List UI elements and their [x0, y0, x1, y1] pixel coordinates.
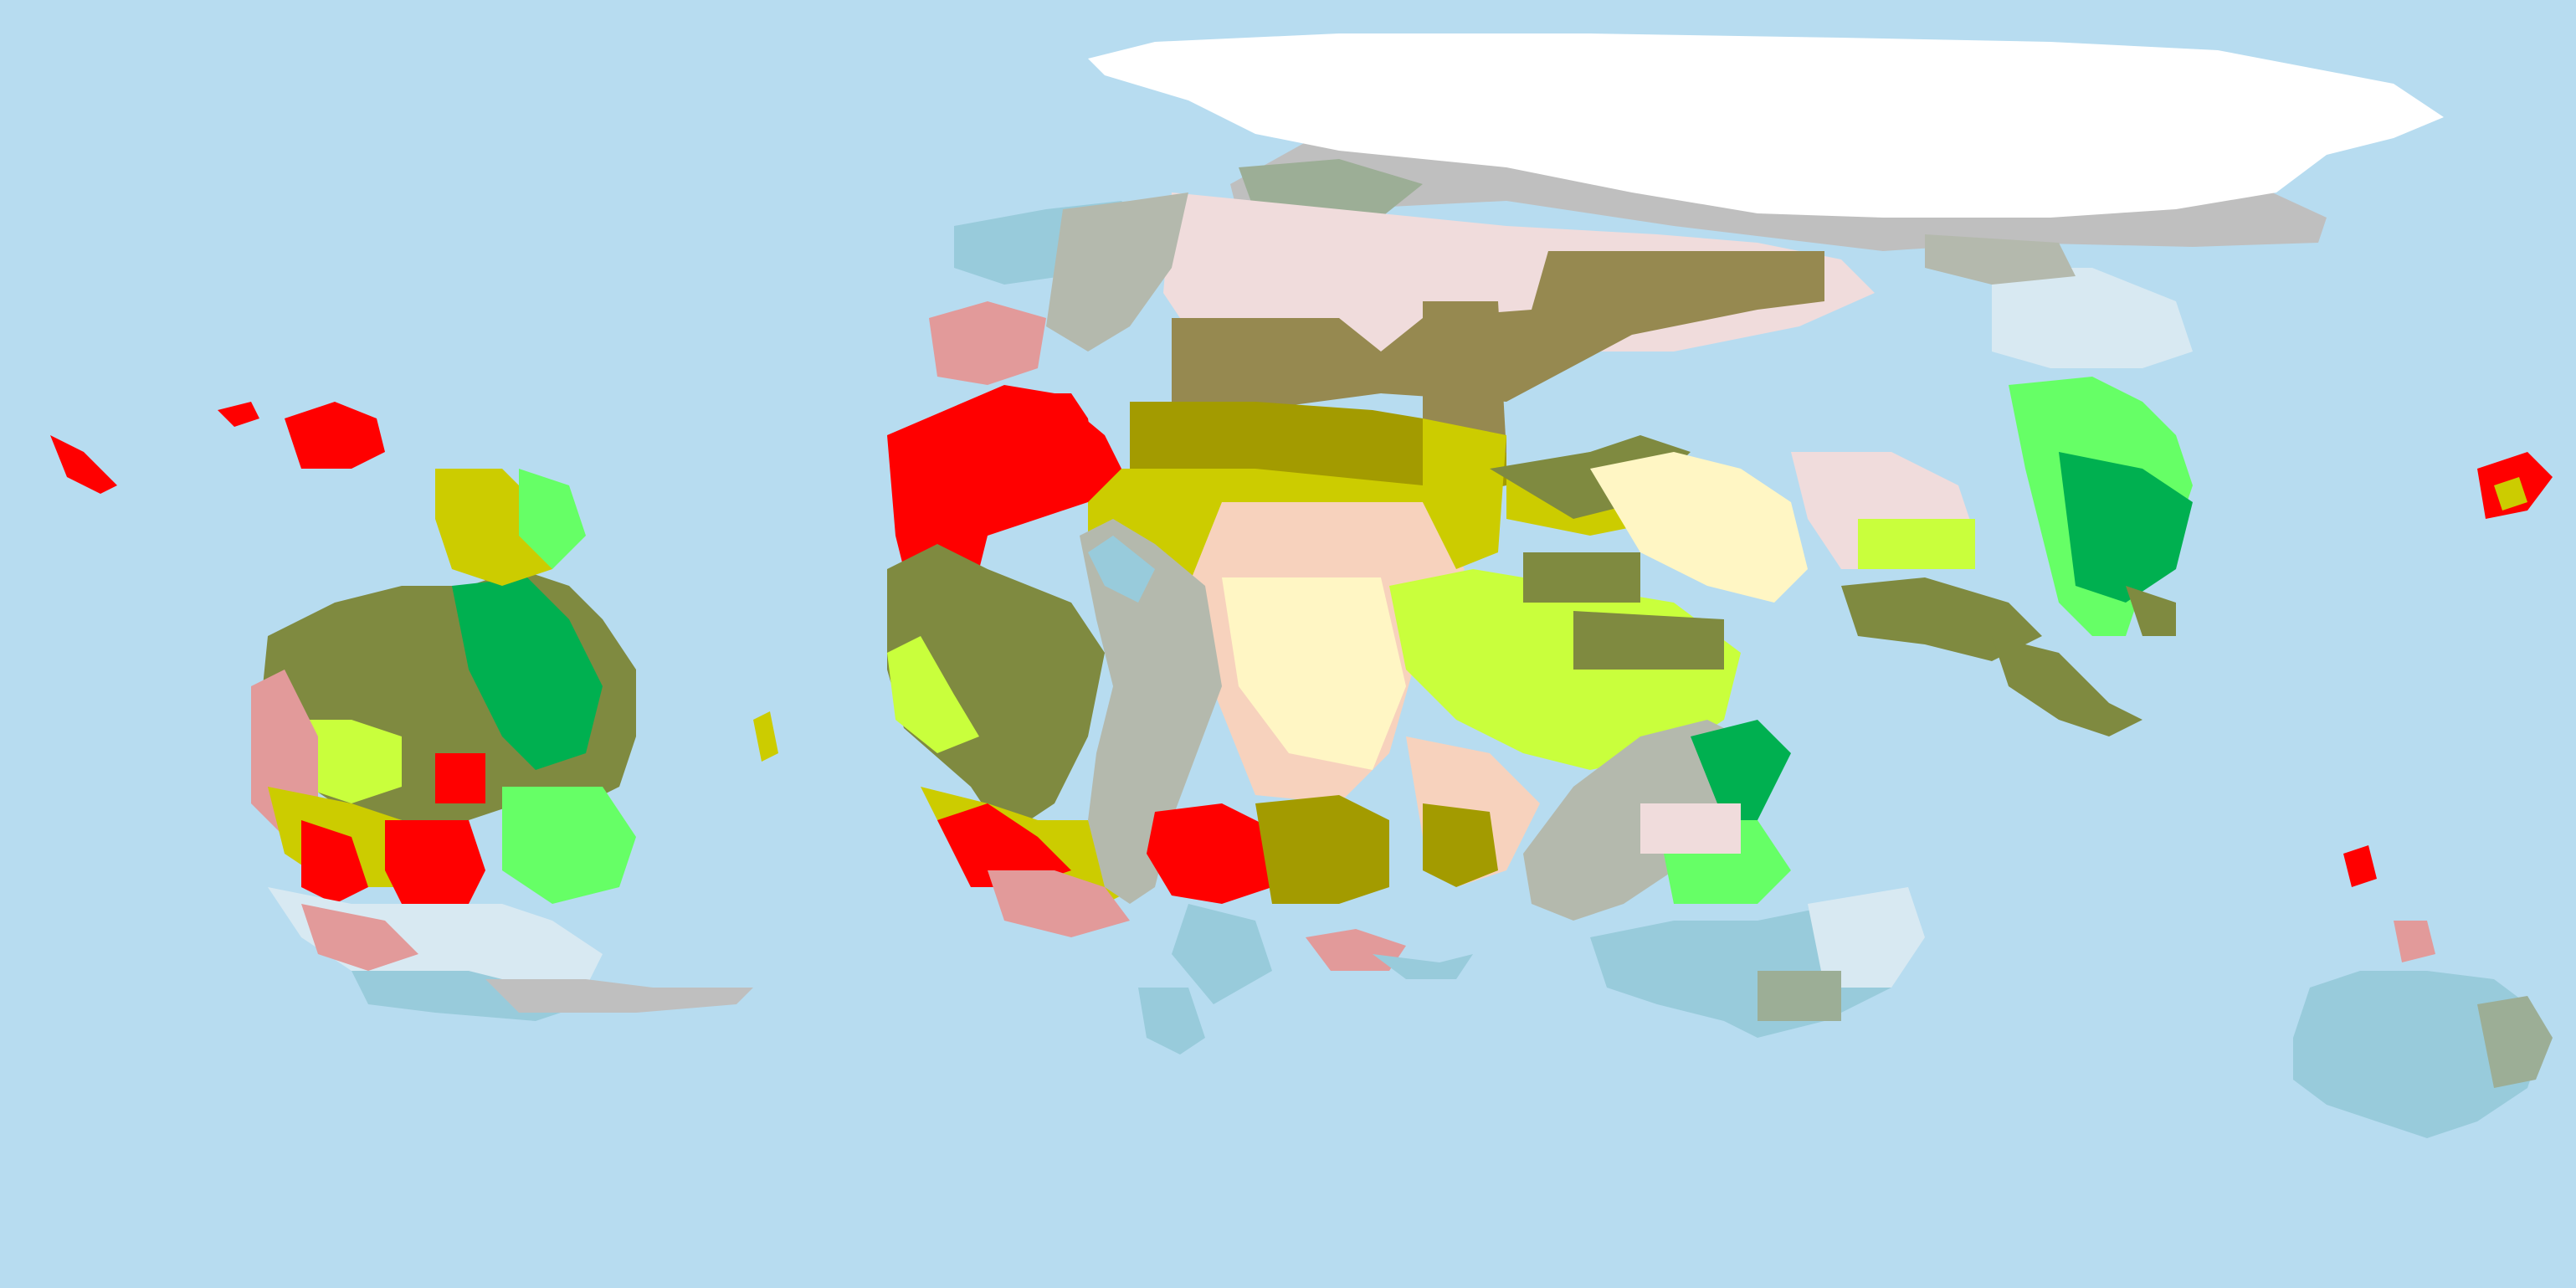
west-ice	[485, 979, 753, 1013]
east-olive-1	[1523, 552, 1640, 603]
east-steppe	[1640, 803, 1741, 854]
right-olive	[2126, 586, 2176, 636]
west-light-green	[887, 636, 979, 753]
west-center-forest	[887, 544, 1105, 837]
west-red-1	[385, 820, 485, 904]
south-scrub	[1255, 795, 1389, 904]
se-tundra	[1808, 887, 1925, 988]
island-mid	[753, 711, 778, 762]
central-plateau	[1080, 519, 1222, 904]
south-red	[1147, 803, 1272, 904]
se-island-pink	[2394, 921, 2435, 962]
island-nw-3	[50, 435, 117, 494]
south-island-3	[1373, 954, 1473, 979]
right-tundra	[1992, 268, 2193, 368]
right-rainforest	[2059, 452, 2193, 603]
north-ridge	[1046, 192, 1188, 352]
central-lake	[1088, 536, 1155, 603]
west-red-3	[435, 753, 485, 803]
west-pink-2	[301, 904, 418, 971]
bay-savanna	[1590, 452, 1808, 603]
south-cold	[1172, 904, 1272, 1004]
west-rainforest	[452, 577, 603, 770]
ice-cap	[1088, 33, 2444, 218]
west-center-pink	[988, 870, 1130, 937]
west-red-2	[301, 820, 368, 904]
isthmus-tail	[1992, 636, 2142, 736]
east-range	[1523, 720, 1741, 921]
right-ridge	[1925, 234, 2076, 285]
island-nw-1	[285, 402, 385, 469]
island-nw-2	[218, 402, 259, 427]
west-center-red	[937, 803, 1071, 887]
isthmus-forest	[1841, 577, 2042, 661]
central-scrub-3	[1423, 418, 1506, 569]
south-island-1	[1138, 988, 1205, 1055]
east-dk-scrub	[1423, 803, 1498, 887]
bay-green	[1858, 519, 1975, 569]
nw-pink	[929, 301, 1046, 385]
west-lime	[502, 787, 636, 904]
se-sage	[1758, 971, 1841, 1021]
east-rainforest	[1691, 720, 1791, 820]
east-olive-2	[1573, 611, 1724, 670]
central-savanna	[1222, 577, 1406, 770]
se-island-red	[2343, 845, 2377, 887]
west-north-lime	[519, 469, 586, 569]
arctic-coast	[1239, 159, 1423, 218]
west-red-desert-2	[1013, 393, 1096, 469]
island-ne-2	[2494, 477, 2527, 511]
se-island-sage	[2477, 996, 2553, 1088]
